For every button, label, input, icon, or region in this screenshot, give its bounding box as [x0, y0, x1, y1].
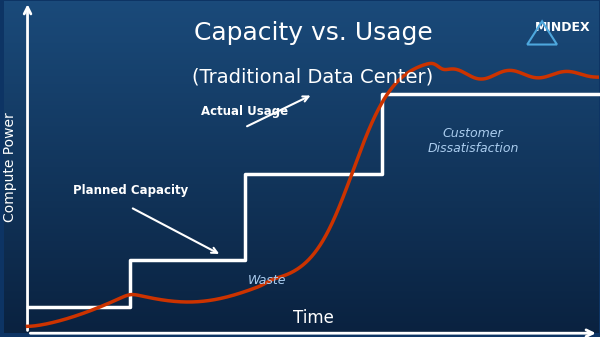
Text: Capacity vs. Usage: Capacity vs. Usage: [194, 21, 433, 45]
Text: Compute Power: Compute Power: [2, 113, 17, 222]
Text: (Traditional Data Center): (Traditional Data Center): [193, 68, 434, 87]
Text: Time: Time: [293, 309, 334, 327]
Text: Actual Usage: Actual Usage: [201, 104, 288, 118]
Text: MINDEX: MINDEX: [535, 22, 591, 34]
Text: Planned Capacity: Planned Capacity: [73, 184, 188, 197]
Text: Customer
Dissatisfaction: Customer Dissatisfaction: [427, 127, 518, 155]
Text: Waste: Waste: [248, 274, 287, 287]
